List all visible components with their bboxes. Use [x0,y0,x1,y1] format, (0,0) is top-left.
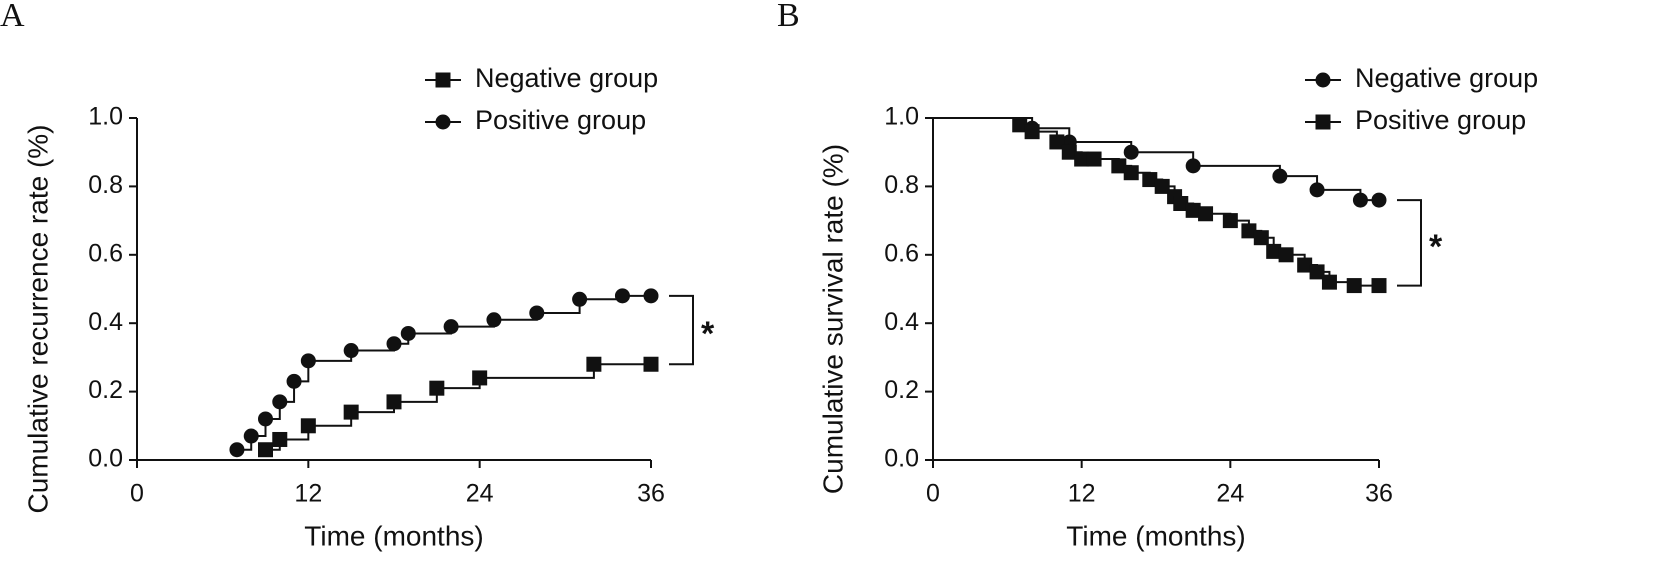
marker [1222,213,1238,229]
panel-label: B [777,0,800,34]
step-line [479,364,595,379]
marker [1086,151,1102,167]
marker [1309,182,1325,198]
marker [1012,117,1028,133]
annotation: * [1429,228,1443,266]
marker [643,288,659,304]
step-line [933,117,1021,125]
marker [1253,230,1269,246]
bracket [1397,199,1422,287]
legend-label: Negative group [1355,63,1538,93]
marker [1352,192,1368,208]
x-tick-label: 24 [466,480,494,508]
x-tick-label: 0 [130,480,144,508]
marker [286,373,302,389]
marker [1111,158,1127,174]
marker [1198,206,1214,222]
marker [272,431,288,447]
marker [1266,243,1282,259]
annotation: * [701,315,715,353]
y-axis-label: Cumulative survival rate (%) [817,144,848,494]
panel-label: A [0,0,25,34]
x-tick-label: 0 [926,480,940,508]
marker [614,288,630,304]
marker [343,343,359,359]
marker [343,404,359,420]
step-line [1131,151,1195,166]
y-tick-label: 0.8 [884,171,919,199]
legend-marker [1315,114,1331,130]
marker [400,325,416,341]
marker [300,353,316,369]
x-axis-label: Time (months) [1066,520,1245,551]
legend-marker [435,72,451,88]
marker [1185,202,1201,218]
y-tick-label: 0.8 [88,171,123,199]
marker [386,394,402,410]
marker [443,319,459,335]
marker [1346,278,1362,294]
marker [486,312,502,328]
marker [1142,172,1158,188]
marker [1123,165,1139,181]
marker [1049,134,1065,150]
marker [258,411,273,427]
marker [1371,192,1387,208]
x-tick-label: 36 [637,480,665,508]
y-axis-label: Cumulative recurrence rate (%) [22,124,53,513]
marker [1185,158,1201,174]
bracket [669,294,694,366]
marker [1278,247,1294,263]
y-tick-label: 0.6 [88,239,123,267]
marker [1272,168,1288,184]
marker [229,442,245,458]
y-tick-label: 1.0 [88,103,123,131]
x-tick-label: 12 [1068,480,1096,508]
marker [1123,144,1139,160]
y-tick-label: 0.0 [88,445,123,473]
marker [1297,257,1313,273]
y-tick-label: 0.4 [88,308,123,336]
marker [1309,264,1325,280]
legend-marker [1315,72,1331,88]
marker [572,291,588,307]
x-axis-label: Time (months) [304,520,483,551]
marker [243,428,259,444]
marker [1173,196,1189,211]
y-tick-label: 0.4 [884,308,919,336]
y-tick-label: 1.0 [884,103,919,131]
legend-marker [435,114,451,130]
y-tick-label: 0.6 [884,239,919,267]
marker [586,356,602,372]
marker [1061,144,1077,160]
marker [643,356,659,372]
marker [1154,178,1170,194]
marker [472,370,488,386]
marker [429,380,445,396]
y-tick-label: 0.0 [884,445,919,473]
marker [1024,124,1040,140]
marker [1321,274,1337,290]
legend-label: Positive group [475,105,646,135]
marker [1371,278,1387,294]
x-tick-label: 12 [294,480,322,508]
step-line [1193,164,1281,177]
y-tick-label: 0.2 [88,376,123,404]
x-tick-label: 36 [1365,480,1393,508]
legend-label: Positive group [1355,105,1526,135]
marker [272,394,288,410]
legend-label: Negative group [475,63,658,93]
step-line [1069,140,1133,153]
marker [529,305,545,321]
marker [1241,223,1257,239]
marker [386,336,402,352]
marker [1074,151,1090,167]
marker [258,442,273,458]
y-tick-label: 0.2 [884,376,919,404]
x-tick-label: 24 [1216,480,1244,508]
marker [300,418,316,434]
